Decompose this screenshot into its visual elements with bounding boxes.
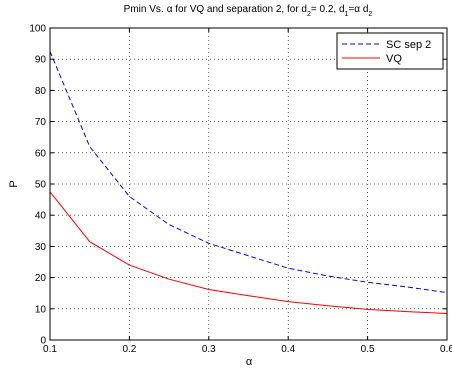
chart-title: Pmin Vs. α for VQ and separation 2, for d… bbox=[124, 4, 373, 18]
plot-area-frame bbox=[49, 27, 448, 341]
y-tick-label: 70 bbox=[35, 117, 47, 128]
x-tick-label: 0.6 bbox=[440, 344, 452, 355]
y-tick-label: 90 bbox=[35, 55, 47, 66]
y-tick-label: 10 bbox=[35, 304, 47, 315]
legend-label-sc-sep-2: SC sep 2 bbox=[386, 39, 431, 51]
legend-box bbox=[336, 32, 444, 70]
y-axis-label: P bbox=[8, 180, 20, 187]
series-line-vq bbox=[49, 191, 448, 314]
y-tick-label: 20 bbox=[35, 273, 47, 284]
x-tick-label: 0.2 bbox=[122, 344, 136, 355]
grid-lines bbox=[50, 28, 447, 340]
x-tick-label: 0.4 bbox=[281, 344, 295, 355]
y-tick-label: 40 bbox=[35, 211, 47, 222]
series-lines bbox=[49, 51, 448, 314]
x-axis-label: α bbox=[246, 356, 253, 368]
x-tick-label: 0.5 bbox=[361, 344, 375, 355]
legend-label-vq: VQ bbox=[386, 53, 402, 65]
legend: SC sep 2 VQ bbox=[336, 32, 444, 70]
y-tick-label: 0 bbox=[40, 336, 46, 347]
axis-ticks: 0.1 0.2 0.3 0.4 0.5 0.6 0 10 20 30 40 50 60 70 80 90 100 bbox=[29, 24, 452, 356]
y-tick-label: 50 bbox=[35, 180, 47, 191]
y-tick-label: 60 bbox=[35, 148, 47, 159]
y-tick-label: 80 bbox=[35, 86, 47, 97]
series-line-sc-sep-2 bbox=[49, 51, 448, 294]
x-tick-label: 0.3 bbox=[202, 344, 216, 355]
x-tick-label: 0.1 bbox=[43, 344, 57, 355]
y-tick-label: 100 bbox=[29, 24, 46, 35]
y-tick-label: 30 bbox=[35, 242, 47, 253]
